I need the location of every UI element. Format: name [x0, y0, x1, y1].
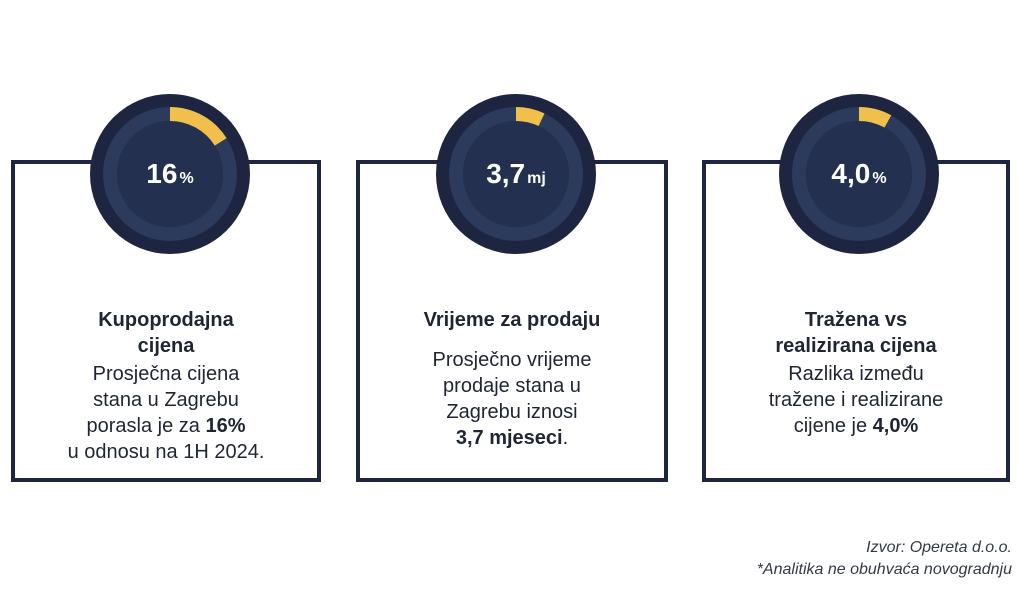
card-body: Vrijeme za prodaju Prosječno vrijeme pro…: [360, 307, 664, 451]
gauge-inner-disc: [806, 121, 912, 227]
gauge-ring: [436, 94, 596, 254]
card-title: Tražena vs realizirana cijena: [775, 309, 937, 357]
highlight-value: 3,7 mjeseci: [455, 427, 563, 449]
card-title: Kupoprodajna cijena: [98, 309, 234, 357]
card-body: Kupoprodajna cijena Prosječna cijena sta…: [15, 307, 317, 465]
gauge-sale-price: 16%: [88, 92, 252, 256]
gauge-asking-vs-realized: 4,0%: [777, 92, 941, 256]
gauge-progress-arc: [792, 107, 926, 241]
disclaimer-note: *Analitika ne obuhvaća novogradnju: [756, 561, 1012, 578]
gauge-progress-arc: [449, 107, 583, 241]
gauge-ring: [779, 94, 939, 254]
card-title: Vrijeme za prodaju: [423, 309, 601, 331]
card-time-to-sell: Vrijeme za prodaju Prosječno vrijeme pro…: [356, 160, 668, 482]
gauge-ring: [90, 94, 250, 254]
gauge-value: 4,0%: [831, 158, 887, 189]
gauge-progress-arc: [103, 107, 237, 241]
source-note: Izvor: Opereta d.o.o.: [866, 539, 1012, 556]
highlight-value: 16%: [205, 415, 246, 437]
gauge-time-to-sell: 3,7 mj: [434, 92, 598, 256]
card-body: Tražena vs realizirana cijena Razlika iz…: [706, 307, 1006, 439]
gauge-value: 3,7 mj: [486, 158, 546, 189]
gauge-inner-disc: [463, 121, 569, 227]
highlight-value: 4,0%: [872, 415, 919, 437]
footer: Izvor: Opereta d.o.o. *Analitika ne obuh…: [757, 537, 1012, 581]
gauge-inner-disc: [117, 121, 223, 227]
card-description: Prosječno vrijeme prodaje stana u Zagreb…: [432, 349, 592, 449]
card-description: Razlika između tražene i realizirane cij…: [768, 363, 944, 437]
gauge-value: 16%: [146, 158, 194, 189]
card-description: Prosječna cijena stana u Zagrebu porasla…: [67, 363, 265, 463]
